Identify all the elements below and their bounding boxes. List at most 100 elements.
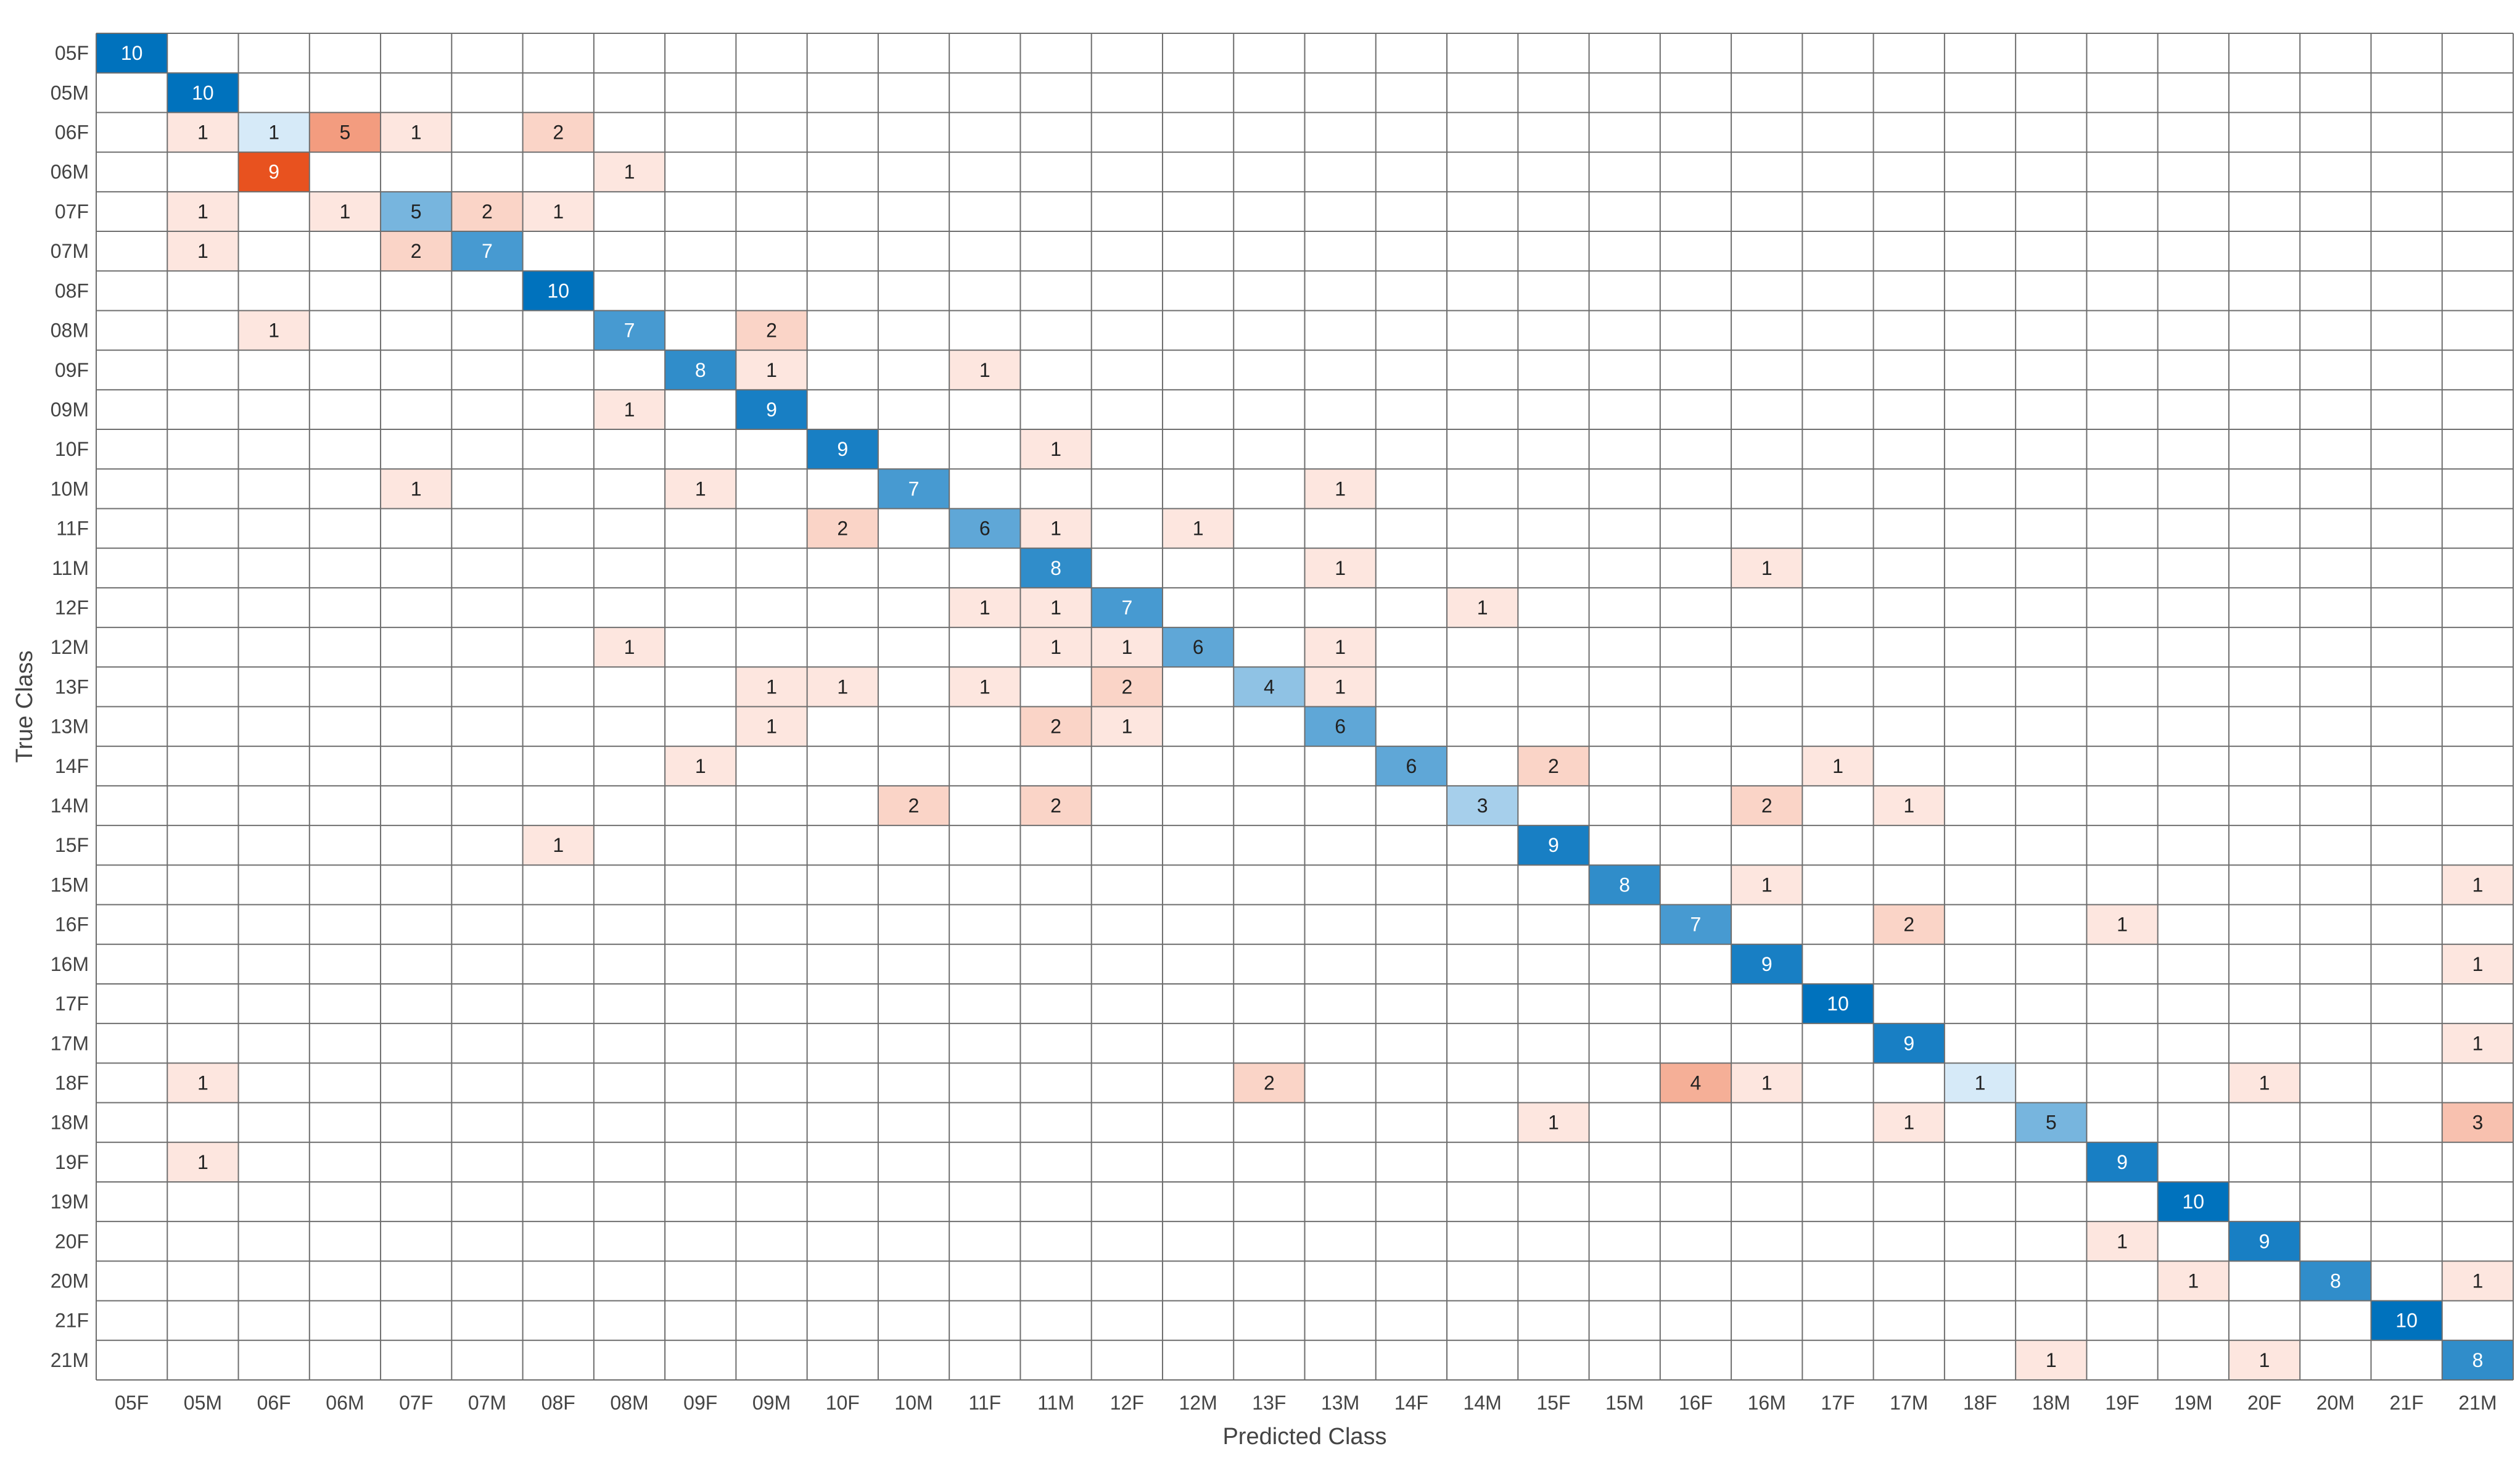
y-tick-16M: 16M xyxy=(51,953,89,975)
cell-13F-10F xyxy=(807,667,878,707)
cell-10M-10M xyxy=(878,469,950,509)
cell-07F-08F xyxy=(522,191,594,232)
cell-label-19F-19F: 9 xyxy=(2117,1151,2128,1173)
cell-label-12M-13M: 1 xyxy=(1335,636,1346,658)
x-tick-14M: 14M xyxy=(1464,1392,1502,1414)
cell-label-09F-11F: 1 xyxy=(979,359,990,381)
cell-label-12F-11F: 1 xyxy=(979,597,990,619)
x-tick-11F: 11F xyxy=(968,1392,1001,1414)
x-tick-20M: 20M xyxy=(2316,1392,2355,1414)
cell-06F-07F xyxy=(381,112,452,152)
y-tick-07M: 07M xyxy=(51,240,89,262)
cell-label-07F-05M: 1 xyxy=(197,200,208,223)
cell-06F-05M xyxy=(167,112,239,152)
cell-label-13M-11M: 2 xyxy=(1050,716,1061,738)
cell-label-15M-16M: 1 xyxy=(1761,873,1773,896)
cell-18M-17M xyxy=(1873,1102,1945,1142)
cell-13M-11M xyxy=(1020,706,1092,746)
cell-label-12M-12M: 6 xyxy=(1193,636,1204,658)
x-tick-06F: 06F xyxy=(257,1392,291,1414)
cell-12F-12F xyxy=(1091,587,1163,628)
cell-12M-11M xyxy=(1020,627,1092,667)
cell-label-09F-09F: 8 xyxy=(695,359,706,381)
y-tick-13M: 13M xyxy=(51,716,89,738)
y-tick-07F: 07F xyxy=(55,200,89,223)
cell-label-18F-20F: 1 xyxy=(2259,1072,2270,1094)
cell-label-12M-12F: 1 xyxy=(1121,636,1132,658)
cell-label-20M-21M: 1 xyxy=(2472,1270,2483,1292)
cell-label-18M-18M: 5 xyxy=(2046,1112,2057,1134)
cell-label-11M-13M: 1 xyxy=(1335,557,1346,579)
cell-label-05M-05M: 10 xyxy=(192,81,214,104)
cell-05F-05F xyxy=(96,33,168,73)
cell-08M-06F xyxy=(238,310,310,350)
cell-17M-21M xyxy=(2442,1023,2513,1063)
cell-18F-05M xyxy=(167,1063,239,1103)
y-tick-20F: 20F xyxy=(55,1230,89,1252)
cell-10F-11M xyxy=(1020,429,1092,469)
x-tick-09M: 09M xyxy=(752,1392,791,1414)
x-tick-05M: 05M xyxy=(184,1392,222,1414)
cell-label-16M-16M: 9 xyxy=(1761,953,1773,975)
cell-13M-09M xyxy=(736,706,807,746)
cell-20F-19F xyxy=(2086,1221,2158,1261)
y-tick-09M: 09M xyxy=(51,398,89,421)
cell-label-14F-14F: 6 xyxy=(1406,755,1417,777)
cell-label-13F-09M: 1 xyxy=(766,675,777,698)
x-tick-14F: 14F xyxy=(1394,1392,1428,1414)
cell-label-20F-19F: 1 xyxy=(2117,1230,2128,1252)
cell-18F-20F xyxy=(2228,1063,2300,1103)
cell-label-10F-11M: 1 xyxy=(1050,438,1061,460)
cell-label-18M-17M: 1 xyxy=(1903,1112,1914,1134)
x-axis-label: Predicted Class xyxy=(1222,1424,1386,1450)
cell-07M-07M xyxy=(451,231,523,271)
cell-label-13F-13F: 4 xyxy=(1264,675,1275,698)
cell-17F-17F xyxy=(1802,983,1874,1024)
x-tick-13M: 13M xyxy=(1321,1392,1359,1414)
cell-10M-13M xyxy=(1304,469,1376,509)
cell-12M-13M xyxy=(1304,627,1376,667)
cell-08M-09M xyxy=(736,310,807,350)
cell-label-08M-09M: 2 xyxy=(766,320,777,342)
cell-09F-09M xyxy=(736,350,807,390)
cell-12M-12F xyxy=(1091,627,1163,667)
y-tick-17M: 17M xyxy=(51,1032,89,1054)
cell-label-11M-11M: 8 xyxy=(1050,557,1061,579)
cell-label-18M-15F: 1 xyxy=(1548,1112,1559,1134)
cell-16F-19F xyxy=(2086,904,2158,944)
y-tick-19F: 19F xyxy=(55,1151,89,1173)
cell-06F-08F xyxy=(522,112,594,152)
cell-14M-16M xyxy=(1731,785,1803,826)
cell-label-07F-07M: 2 xyxy=(482,200,493,223)
cell-09M-08M xyxy=(593,389,665,430)
cell-15M-21M xyxy=(2442,865,2513,905)
cell-label-08F-08F: 10 xyxy=(547,279,569,302)
cell-label-09F-09M: 1 xyxy=(766,359,777,381)
x-tick-07M: 07M xyxy=(468,1392,506,1414)
cell-label-14M-14M: 3 xyxy=(1477,795,1488,817)
cell-14F-14F xyxy=(1375,746,1447,786)
x-tick-06M: 06M xyxy=(326,1392,364,1414)
cell-19M-19M xyxy=(2157,1181,2229,1222)
cell-label-18F-16M: 1 xyxy=(1761,1072,1773,1094)
cell-label-11F-11F: 6 xyxy=(979,518,990,540)
cell-label-14M-10M: 2 xyxy=(908,795,920,817)
cell-label-21F-21F: 10 xyxy=(2395,1310,2418,1332)
cell-18F-13F xyxy=(1233,1063,1305,1103)
cell-label-05F-05F: 10 xyxy=(121,42,143,64)
cell-13F-13M xyxy=(1304,667,1376,707)
x-tick-16F: 16F xyxy=(1679,1392,1713,1414)
y-tick-21F: 21F xyxy=(55,1310,89,1332)
cell-label-07M-07M: 7 xyxy=(482,240,493,262)
cell-label-11F-10F: 2 xyxy=(837,518,848,540)
cell-label-13M-13M: 6 xyxy=(1335,716,1346,738)
cell-14M-10M xyxy=(878,785,950,826)
cell-label-20M-19M: 1 xyxy=(2188,1270,2199,1292)
x-tick-18M: 18M xyxy=(2032,1392,2070,1414)
cell-18F-18F xyxy=(1944,1063,2016,1103)
cell-label-17M-21M: 1 xyxy=(2472,1032,2483,1054)
cell-label-06F-07F: 1 xyxy=(411,122,422,144)
cell-06F-06F xyxy=(238,112,310,152)
